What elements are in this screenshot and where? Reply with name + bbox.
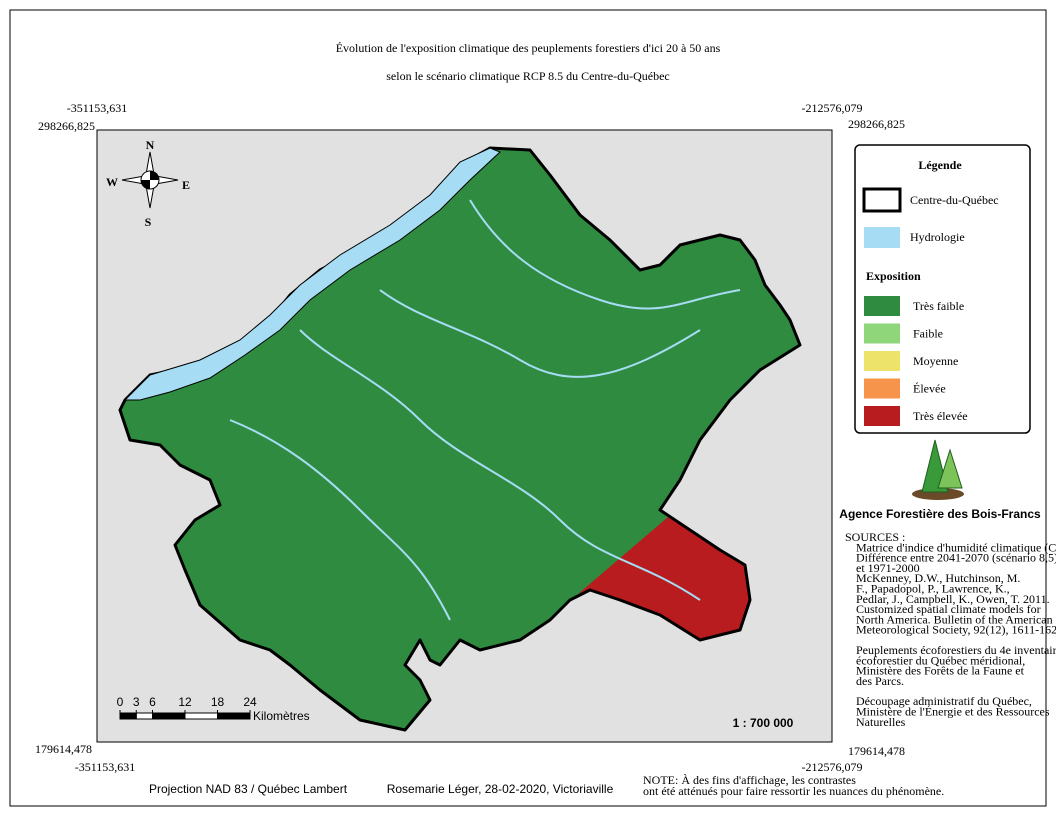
scale-segment	[119, 712, 137, 720]
legend-swatch	[864, 406, 900, 426]
sources-line: Ministère de l'Énergie et des Ressources	[856, 705, 1050, 719]
sources-line: Pedlar, J., Campbell, K., Owen, T. 2011.	[856, 592, 1050, 606]
sources-line: Naturelles	[856, 715, 906, 729]
sources-line: des Parcs.	[856, 674, 904, 688]
compass-n: N	[146, 138, 155, 152]
legend-swatch	[864, 351, 900, 371]
coordinate: -351153,631	[67, 101, 128, 115]
sources-heading: SOURCES :	[845, 530, 905, 544]
sources-line: Meteorological Society, 92(12), 1611-162…	[856, 623, 1056, 637]
sources-line: Différence entre 2041-2070 (scénario 8,5…	[856, 551, 1056, 565]
scale-tick-label: 0	[117, 695, 124, 709]
scale-ratio: 1 : 700 000	[733, 716, 794, 730]
sources-line: Découpage administratif du Québec,	[856, 694, 1032, 708]
title-line: Évolution de l'exposition climatique des…	[336, 41, 721, 55]
logo-text: Agence Forestière des Bois-Francs	[839, 507, 1041, 521]
scale-tick-label: 12	[178, 695, 192, 709]
compass-w: W	[106, 175, 118, 189]
legend: Hydrologie Très faible Faible Moyenne Élevée…	[864, 227, 968, 426]
legend-label: Très faible	[913, 299, 964, 313]
legend-label: Élevée	[913, 382, 946, 396]
title-line: selon le scénario climatique RCP 8.5 du …	[386, 69, 669, 83]
sources-line: North America. Bulletin of the American	[856, 612, 1053, 626]
sources-line: écoforestier du Québec méridional,	[856, 653, 1025, 667]
legend-subtitle: Exposition	[866, 269, 921, 283]
sources-line: Matrice d'indice d'humidité climatique (…	[856, 540, 1056, 554]
scale-tick-label: 6	[149, 695, 156, 709]
coordinate: -212576,079	[802, 101, 863, 115]
coordinate: 298266,825	[38, 119, 95, 133]
region-exposure	[118, 146, 802, 732]
scale-segment	[184, 712, 218, 720]
sources-line: Ministère des Forêts de la Faune et	[856, 664, 1025, 678]
note-line: NOTE: À des fins d'affichage, les contra…	[643, 773, 856, 787]
note-line: ont été atténués pour faire ressortir le…	[643, 784, 944, 798]
coordinate: 179614,478	[35, 742, 92, 756]
legend-swatch	[864, 378, 900, 399]
author: Rosemarie Léger, 28-02-2020, Victoriavil…	[387, 782, 614, 796]
legend-swatch	[864, 227, 900, 248]
scale-tick-label: 18	[211, 695, 225, 709]
legend-label: Faible	[913, 327, 943, 341]
sources: SOURCES :Matrice d'indice d'humidité cli…	[845, 530, 1056, 729]
legend-boundary-swatch	[862, 187, 902, 213]
scale-segment	[152, 712, 186, 720]
compass-e: E	[182, 178, 190, 192]
sources-line: McKenney, D.W., Hutchinson, M.	[856, 571, 1020, 585]
scale-segment	[217, 712, 251, 720]
sources-line: et 1971-2000	[856, 561, 920, 575]
coordinate: 179614,478	[848, 744, 905, 758]
coordinate: -351153,631	[75, 760, 136, 774]
river	[469, 199, 741, 310]
sources-line: F., Papadopol, P., Lawrence, K.,	[856, 582, 1010, 596]
rivers	[229, 199, 741, 621]
sources-line: Customized spatial climate models for	[856, 602, 1041, 616]
compass-s: S	[145, 215, 152, 229]
scale-tick-label: 3	[133, 695, 140, 709]
page-frame	[9, 9, 1047, 807]
logo: Agence Forestière des Bois-Francs	[839, 439, 1041, 521]
coordinate: 298266,825	[848, 117, 905, 131]
legend-title: Légende	[918, 158, 962, 172]
title: Évolution de l'exposition climatique des…	[336, 41, 721, 83]
compass-rose: N S W E	[106, 138, 190, 229]
note: NOTE: À des fins d'affichage, les contra…	[643, 773, 944, 798]
river	[379, 289, 701, 378]
coordinate: -212576,079	[802, 760, 863, 774]
river	[299, 329, 701, 601]
scale-unit: Kilomètres	[253, 709, 310, 723]
compass-center-fill	[141, 171, 159, 189]
scale-segment	[135, 712, 153, 720]
legend-swatch	[864, 296, 900, 316]
logo-tree	[937, 448, 963, 489]
river	[229, 419, 451, 621]
sources-line: Peuplements écoforestiers du 4e inventai…	[856, 643, 1056, 657]
st-lawrence-river	[123, 147, 501, 401]
projection: Projection NAD 83 / Québec Lambert	[149, 782, 348, 796]
legend-label: Hydrologie	[910, 230, 965, 244]
legend-swatch	[864, 323, 900, 344]
legend-label: Très élevée	[913, 409, 968, 423]
legend-label: Moyenne	[913, 354, 958, 368]
legend-label: Centre-du-Québec	[910, 193, 999, 207]
scale-tick-label: 24	[243, 695, 257, 709]
